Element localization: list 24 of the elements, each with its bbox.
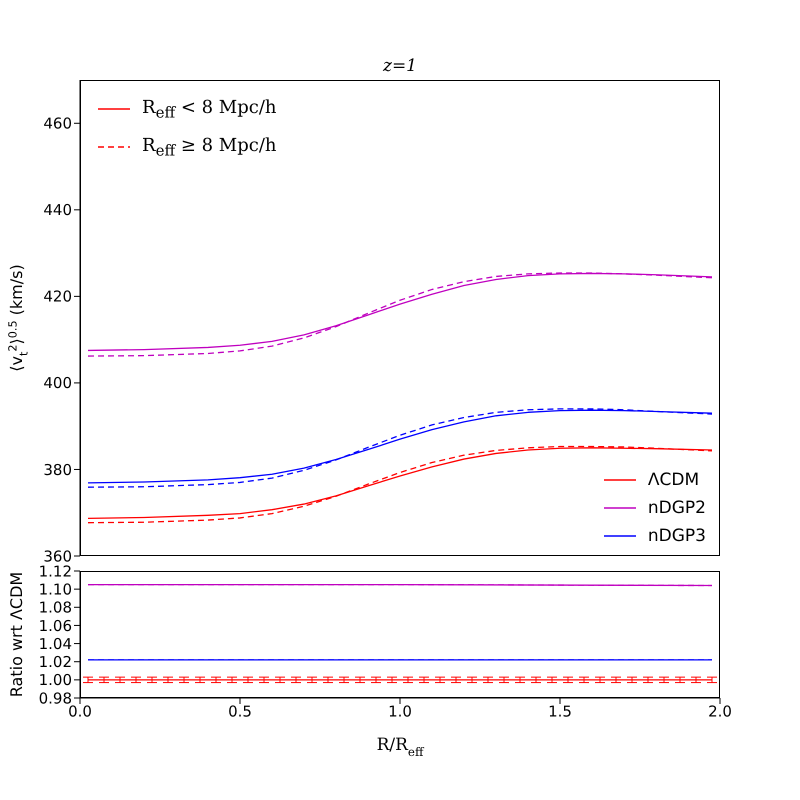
- x-tick-label: 1.5: [548, 702, 572, 721]
- y-axis-title: Ratio wrt ΛCDM: [7, 572, 26, 698]
- x-tick-label: 2.0: [708, 702, 732, 721]
- y-tick-label: 1.02: [38, 653, 72, 672]
- y-tick-label: 1.06: [38, 616, 72, 635]
- legend-label: ΛCDM: [648, 470, 700, 490]
- annotation: R$_{eff}$ < 8 Mpc/h: [142, 96, 276, 122]
- y-tick-label: 420: [43, 288, 72, 306]
- x-tick-label: 0.5: [228, 702, 252, 721]
- y-tick-label: 1.10: [38, 580, 72, 598]
- x-tick-label: 0.0: [68, 702, 92, 721]
- y-tick-label: 400: [43, 374, 72, 392]
- legend-label: nDGP3: [648, 526, 706, 546]
- chart-title: z=1: [382, 56, 418, 76]
- y-tick-label: 1.04: [38, 634, 72, 653]
- x-axis-title: R/R$_{eff}$: [376, 735, 425, 759]
- y-tick-label: 380: [43, 460, 72, 479]
- y-tick-label: 1.00: [38, 671, 72, 690]
- y-tick-label: 460: [43, 114, 72, 133]
- legend-label: nDGP2: [648, 498, 706, 518]
- x-tick-label: 1.0: [388, 702, 412, 721]
- annotation: R$_{eff}$ ≥ 8 Mpc/h: [142, 134, 276, 160]
- y-tick-label: 440: [43, 201, 72, 220]
- y-tick-label: 1.08: [38, 598, 72, 617]
